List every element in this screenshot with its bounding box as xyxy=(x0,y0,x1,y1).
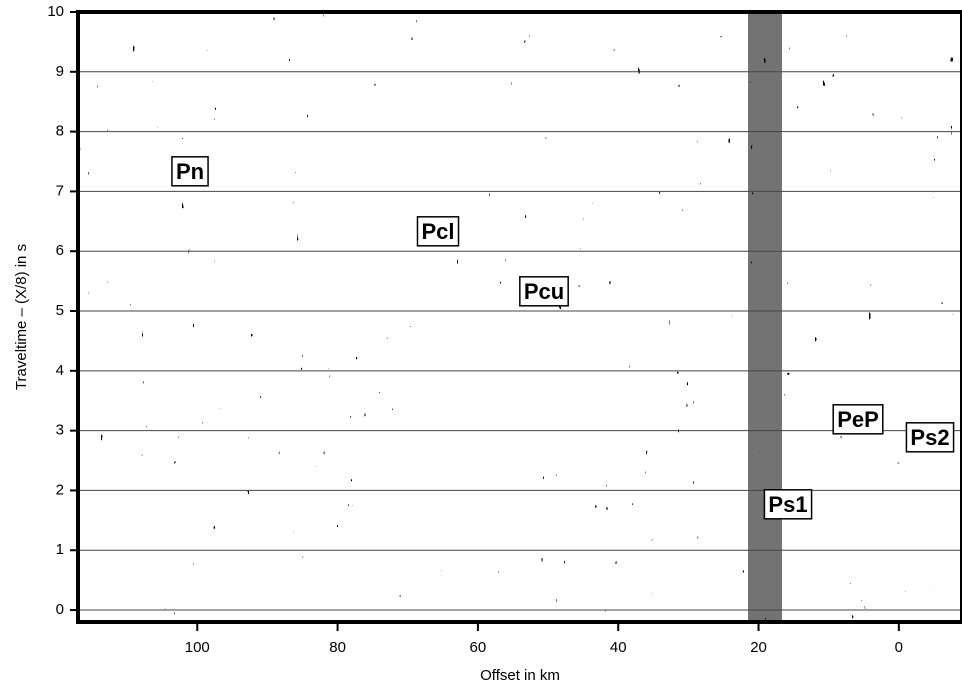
x-tick-label: 80 xyxy=(329,639,346,656)
annotation-label: Pcu xyxy=(524,279,564,304)
y-tick-label: 5 xyxy=(56,302,64,319)
annotation-box xyxy=(416,216,460,247)
x-tick-label: 0 xyxy=(895,639,903,656)
annotation-label: PeP xyxy=(837,407,879,432)
x-tick-label: 20 xyxy=(750,639,767,656)
y-axis-title: Traveltime – (X/8) in s xyxy=(13,244,30,390)
annotation-label: Pcl xyxy=(421,219,454,244)
y-tick-label: 4 xyxy=(56,362,64,379)
y-tick-label: 9 xyxy=(56,63,64,80)
annotation-label: Ps2 xyxy=(910,425,949,450)
y-tick-label: 0 xyxy=(56,601,64,618)
y-tick-label: 3 xyxy=(56,422,64,439)
x-tick-label: 100 xyxy=(185,639,210,656)
seismic-image xyxy=(78,12,962,622)
x-axis-title: Offset in km xyxy=(480,667,560,684)
annotation-box xyxy=(519,276,569,307)
x-tick-label: 60 xyxy=(470,639,487,656)
annotation: Pcu xyxy=(519,276,569,307)
y-tick-label: 6 xyxy=(56,242,64,259)
annotation-label: Ps1 xyxy=(768,492,807,517)
y-tick-label: 2 xyxy=(56,481,64,498)
x-tick-label: 40 xyxy=(610,639,627,656)
annotation-box xyxy=(763,489,813,520)
annotation-label: Pn xyxy=(176,159,204,184)
annotation-box xyxy=(171,156,209,187)
y-tick-label: 8 xyxy=(56,123,64,140)
y-tick-label: 1 xyxy=(56,541,64,558)
annotation: PeP xyxy=(832,404,884,435)
annotation: Ps2 xyxy=(905,422,955,453)
y-tick-label: 10 xyxy=(47,3,64,20)
plot-frame xyxy=(76,10,962,624)
annotation: Pcl xyxy=(416,216,460,247)
annotation: Ps1 xyxy=(763,489,813,520)
annotation-box xyxy=(905,422,955,453)
y-tick-label: 7 xyxy=(56,182,64,199)
annotation-box xyxy=(832,404,884,435)
annotation: Pn xyxy=(171,156,209,187)
